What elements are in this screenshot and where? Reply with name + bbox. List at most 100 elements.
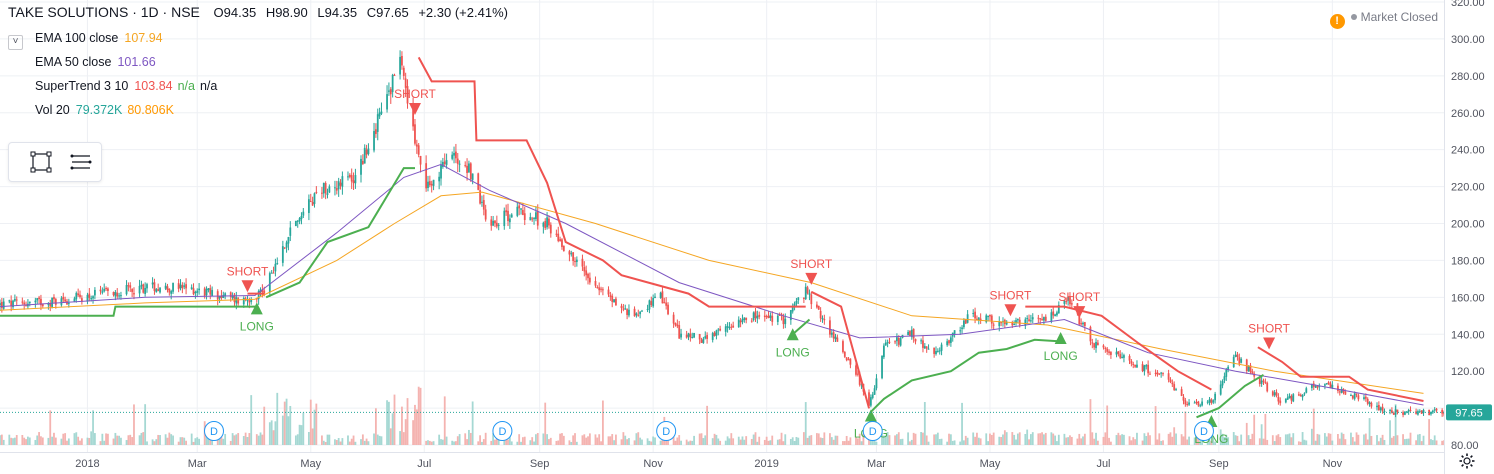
candle-body [1325, 383, 1328, 385]
candle-body [125, 285, 128, 295]
indicator-volume[interactable]: Vol 20 79.372K 80.806K [35, 103, 174, 117]
candle-body [1201, 401, 1203, 406]
warning-icon[interactable]: ! [1329, 14, 1345, 29]
volume-bar [414, 404, 416, 445]
candle-body [689, 333, 692, 338]
candle-body [131, 289, 134, 292]
candle-body [557, 233, 560, 241]
candle-body [544, 220, 547, 229]
candle-body [946, 341, 949, 346]
candle-body [1405, 411, 1408, 413]
candle-body [34, 300, 37, 303]
volume-bar [399, 431, 401, 445]
time-axis[interactable]: 2018 Mar May Jul Sep Nov 2019 Mar May Jul Sep Nov [75, 458, 1342, 470]
ema50-line [0, 163, 1424, 406]
volume-bar [936, 432, 939, 445]
candle-body [445, 160, 448, 165]
last-price-tag: 97.65 [1446, 404, 1492, 421]
candle-body [1199, 405, 1202, 407]
object-tree-icon[interactable] [67, 148, 95, 176]
volume-bar [706, 405, 709, 445]
candle-body [533, 218, 535, 220]
price-tick-label: 320.00 [1451, 0, 1485, 9]
volume-bar [1338, 438, 1341, 445]
candle-body [819, 310, 822, 319]
candle-body [1175, 389, 1177, 391]
volume-bar [229, 440, 232, 445]
candle-body [585, 270, 588, 276]
short-arrow-icon [1004, 304, 1017, 317]
candle-body [698, 333, 701, 340]
short-label: SHORT [227, 264, 269, 278]
candle-body [13, 298, 16, 301]
candle-body [1402, 412, 1404, 415]
collapse-legend-button[interactable]: ˅ [8, 35, 23, 50]
candle-body [1171, 382, 1174, 385]
candle-body [743, 317, 746, 320]
volume-bar [1284, 434, 1287, 445]
dividend-marker[interactable]: D [203, 421, 224, 441]
candle-body [711, 333, 714, 340]
candle-body [194, 291, 197, 294]
volume-bar [784, 434, 787, 445]
candle-body [399, 56, 401, 75]
price-axis[interactable]: 80.00100.00120.00140.00160.00180.00200.0… [1451, 0, 1485, 452]
volume-bar [693, 435, 695, 445]
candle-body [1433, 409, 1436, 411]
candle-body [505, 210, 508, 213]
volume-bar [949, 434, 952, 445]
volume-bar [750, 438, 753, 445]
candle-body [832, 332, 835, 339]
candle-body [1297, 394, 1300, 396]
volume-bar [1197, 437, 1200, 445]
candle-body [750, 320, 753, 322]
volume-bar [1149, 435, 1151, 445]
indicator-ema50[interactable]: EMA 50 close 101.66 [35, 55, 156, 69]
rectangle-tool-icon[interactable] [27, 148, 55, 176]
dividend-marker[interactable]: D [656, 421, 677, 441]
volume-bar [438, 434, 441, 445]
gear-icon[interactable] [1458, 452, 1476, 470]
volume-bar [533, 441, 535, 445]
candle-body [1054, 314, 1056, 317]
candle-body [847, 359, 850, 361]
volume-bar [146, 441, 148, 445]
volume-bar [1082, 436, 1084, 445]
indicator-ema100[interactable]: ˅ EMA 100 close 107.94 [8, 31, 163, 50]
candle-body [966, 314, 969, 323]
candle-body [133, 293, 135, 295]
candle-body [298, 218, 301, 222]
market-status[interactable]: ! Market Closed [1329, 10, 1438, 29]
symbol-title[interactable]: TAKE SOLUTIONS · 1D · NSE [8, 4, 200, 20]
price-tick-label: 220.00 [1451, 182, 1485, 194]
dividend-marker[interactable]: D [1193, 421, 1214, 441]
ema100-value: 107.94 [124, 31, 163, 45]
volume-bar [804, 402, 807, 445]
supertrend-down-line [1025, 305, 1212, 391]
candle-body [168, 288, 171, 293]
candle-body [1115, 351, 1118, 355]
volume-bar [352, 435, 355, 445]
candle-body [622, 308, 625, 310]
volume-bar [218, 437, 221, 445]
candle-body [588, 277, 591, 283]
candle-body [923, 346, 926, 349]
volume-bar [484, 432, 487, 445]
candle-body [466, 165, 468, 173]
dividend-marker[interactable]: D [492, 421, 513, 441]
candle-body [1212, 400, 1215, 403]
candle-body [1273, 392, 1276, 396]
candle-body [1236, 354, 1239, 358]
indicator-supertrend[interactable]: SuperTrend 3 10 103.84 n/a n/a [35, 79, 218, 93]
volume-bar [778, 439, 781, 445]
candle-body [412, 103, 415, 127]
volume-bar [490, 440, 493, 445]
candle-body [283, 247, 286, 249]
volume-bar [307, 431, 310, 445]
dividend-marker[interactable]: D [862, 421, 883, 441]
volume-bar [1208, 438, 1211, 445]
volume-bar [8, 434, 11, 445]
candle-body [691, 336, 694, 338]
